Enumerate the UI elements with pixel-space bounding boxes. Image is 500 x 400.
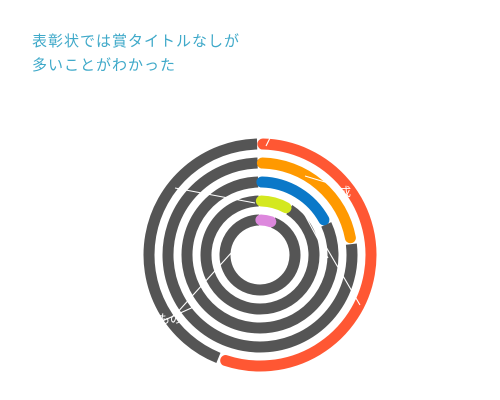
- leader-line-3: [299, 205, 329, 259]
- leader-line-5: [174, 187, 256, 204]
- ring-bar-2: [256, 157, 356, 244]
- ring-remainder-2: [162, 157, 358, 353]
- ring-bar-5: [255, 214, 277, 228]
- annotation-label-2: もの: [158, 312, 182, 326]
- ring-bar-1: [220, 138, 377, 372]
- ring-remainder-1: [143, 138, 258, 364]
- leader-line-7: [157, 304, 199, 324]
- ring-bar-3: [256, 176, 330, 226]
- leader-line-4: [314, 227, 361, 306]
- ring-remainder-3: [181, 176, 339, 334]
- ring-remainder-4: [200, 195, 320, 315]
- ring-bar-4: [255, 195, 292, 214]
- annotation-label-1: 成: [339, 185, 351, 199]
- leader-line-2: [304, 175, 339, 187]
- chart-title-line-2: 多いことがわかった: [32, 56, 177, 74]
- ring-remainder-5: [219, 214, 301, 296]
- leader-line-1: [265, 137, 271, 147]
- chart-title-line-1: 表彰状では賞タイトルなしが: [32, 32, 241, 50]
- leader-line-6: [174, 251, 233, 316]
